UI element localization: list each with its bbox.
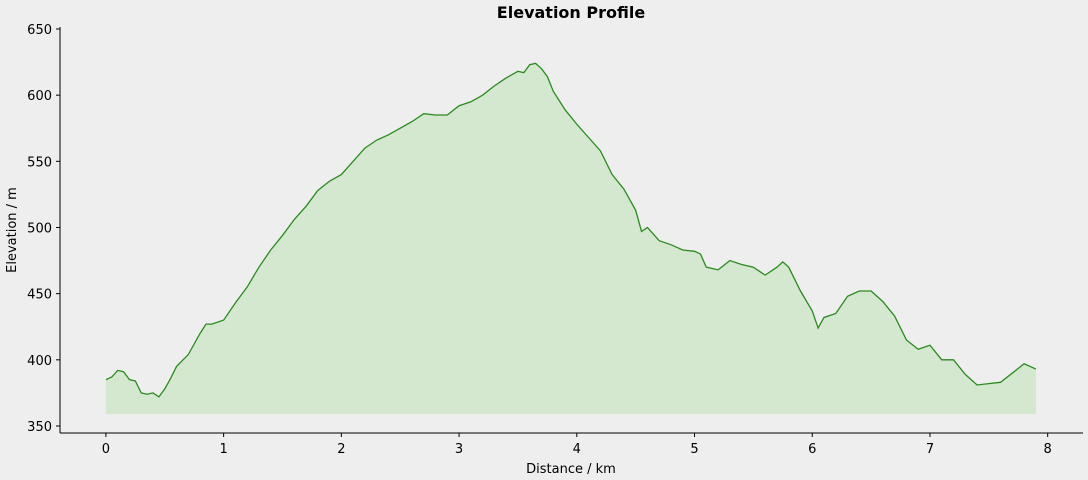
- y-tick-label: 500: [27, 221, 52, 236]
- elevation-line: [105, 62, 1037, 398]
- x-tick-label: 8: [1044, 442, 1052, 457]
- y-tick-label: 350: [27, 420, 52, 435]
- y-tick-label: 650: [27, 23, 52, 38]
- y-axis-label: Elevation / m: [5, 187, 20, 273]
- y-tick-label: 600: [27, 89, 52, 104]
- x-tick-label: 4: [573, 442, 581, 457]
- x-tick-label: 3: [455, 442, 463, 457]
- y-tick-label: 550: [27, 155, 52, 170]
- x-tick-label: 6: [808, 442, 816, 457]
- x-tick-label: 0: [102, 442, 110, 457]
- x-tick-label: 2: [337, 442, 345, 457]
- x-tick-label: 5: [690, 442, 698, 457]
- chart-title: Elevation Profile: [497, 3, 646, 22]
- area-fill: [105, 63, 1036, 415]
- x-axis-label: Distance / km: [526, 462, 616, 477]
- x-tick-label: 7: [926, 442, 934, 457]
- x-tick-label: 1: [219, 442, 227, 457]
- y-tick-label: 400: [27, 354, 52, 369]
- y-tick-label: 450: [27, 288, 52, 303]
